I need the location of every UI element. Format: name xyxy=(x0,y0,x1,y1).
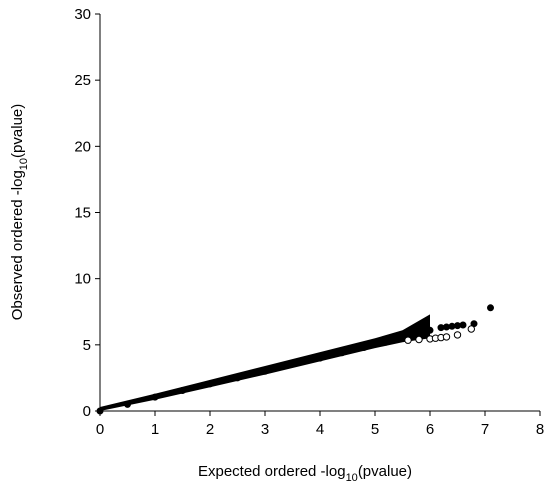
observed-point xyxy=(261,367,269,375)
y-tick-label: 10 xyxy=(74,271,91,288)
observed-point xyxy=(382,338,390,346)
observed-point xyxy=(338,349,346,357)
y-tick-label: 25 xyxy=(74,72,91,89)
open-point xyxy=(415,335,423,344)
y-tick-label: 15 xyxy=(74,205,91,222)
observed-point xyxy=(179,387,186,394)
y-tick-label: 30 xyxy=(74,6,91,23)
observed-point xyxy=(96,407,104,415)
observed-point xyxy=(294,358,302,366)
data-points xyxy=(96,304,494,415)
x-tick-label: 6 xyxy=(426,421,434,438)
open-point xyxy=(404,336,412,344)
observed-point xyxy=(206,380,214,388)
y-axis-title-main: Observed ordered -log xyxy=(9,170,26,320)
y-axis-title-suffix: (pvalue) xyxy=(9,104,26,158)
observed-point xyxy=(487,304,494,312)
open-point xyxy=(467,325,475,333)
confidence-band xyxy=(100,314,430,411)
y-axis-title: Observed ordered -log10(pvalue) xyxy=(9,104,30,321)
open-point xyxy=(453,331,462,339)
x-axis-title-subscript: 10 xyxy=(346,472,358,483)
x-tick-label: 1 xyxy=(151,421,159,438)
observed-point xyxy=(316,354,324,362)
x-tick-label: 0 xyxy=(96,421,104,438)
observed-point xyxy=(360,344,368,351)
x-tick-label: 2 xyxy=(206,421,214,438)
open-point xyxy=(442,333,451,341)
y-tick-label: 0 xyxy=(83,403,91,420)
x-tick-label: 5 xyxy=(371,421,379,438)
observed-point xyxy=(151,393,159,401)
observed-point xyxy=(278,363,285,371)
observed-point xyxy=(426,326,434,334)
observed-point xyxy=(415,330,423,338)
x-tick-label: 4 xyxy=(316,421,324,438)
y-axis-title-subscript: 10 xyxy=(18,158,30,170)
x-tick-label: 7 xyxy=(481,421,489,438)
x-axis-title: Expected ordered -log10(pvalue) xyxy=(198,463,412,483)
x-ticks: 0 1 2 3 4 5 6 7 8 xyxy=(96,411,544,438)
observed-point xyxy=(234,374,241,382)
axes xyxy=(99,14,540,412)
x-tick-label: 3 xyxy=(261,421,269,438)
observed-point xyxy=(459,321,467,329)
x-tick-label: 8 xyxy=(536,421,544,438)
observed-point xyxy=(124,400,131,408)
y-tick-label: 5 xyxy=(83,337,91,354)
y-ticks: 0 5 10 15 20 25 30 xyxy=(74,6,100,420)
y-tick-label: 20 xyxy=(74,138,91,155)
x-axis-title-suffix: (pvalue) xyxy=(358,463,412,480)
x-axis-title-main: Expected ordered -log xyxy=(198,463,346,480)
